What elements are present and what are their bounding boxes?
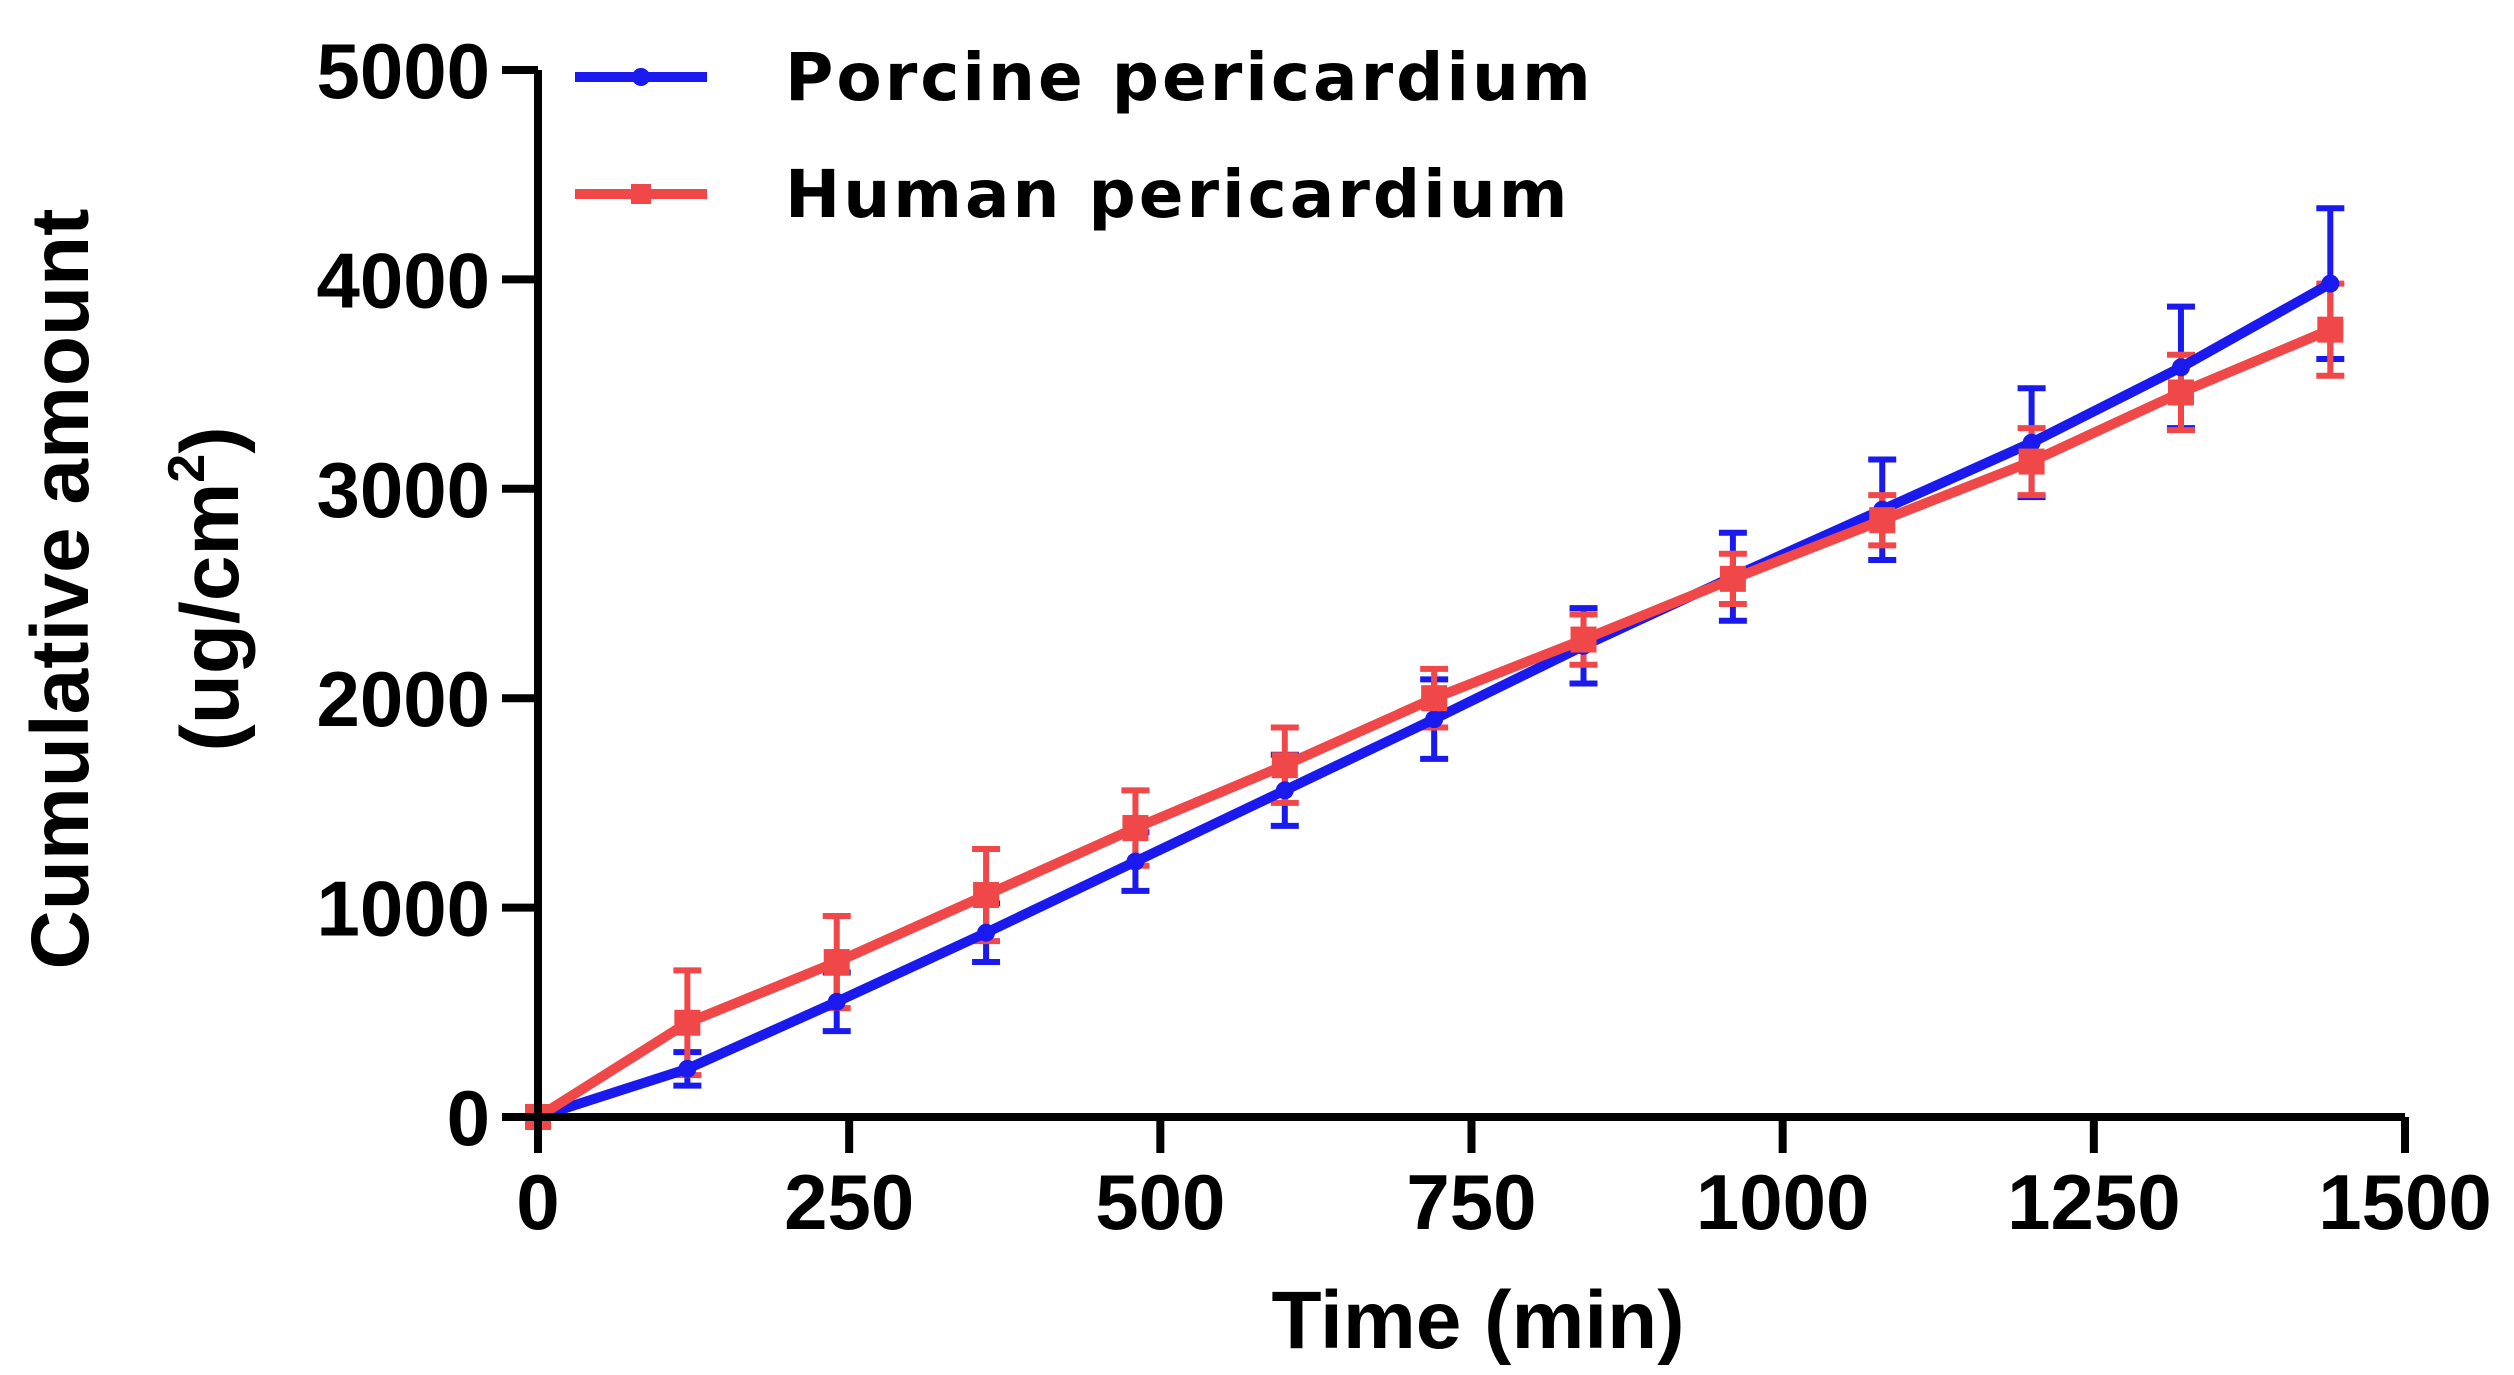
legend-item-human: Human pericardium xyxy=(575,156,1571,233)
x-axis-title: Time (min) xyxy=(1271,1275,1684,1366)
point-porcine-pericardium-1200 xyxy=(2022,433,2041,452)
point-porcine-pericardium-360 xyxy=(977,923,996,942)
legend-marker-human xyxy=(631,184,651,204)
point-human-pericardium-600 xyxy=(1271,752,1298,779)
point-porcine-pericardium-120 xyxy=(678,1059,697,1078)
point-human-pericardium-1200 xyxy=(2018,448,2045,475)
point-human-pericardium-720 xyxy=(1421,685,1448,712)
point-human-pericardium-1440 xyxy=(2317,316,2344,343)
y-tick-label-3000: 3000 xyxy=(316,446,490,534)
y-axis-title-close: ) xyxy=(165,426,256,453)
x-tick-label-500: 500 xyxy=(1095,1158,1225,1246)
point-human-pericardium-960 xyxy=(1719,565,1746,592)
point-porcine-pericardium-600 xyxy=(1275,781,1294,800)
y-axis-title-line2: (ug/cm2) xyxy=(158,426,256,751)
x-tick-label-250: 250 xyxy=(784,1158,914,1246)
ticks-layer: 0 1000 2000 3000 4000 5000 0 250 500 750 1000 1250 1… xyxy=(316,27,2491,1246)
x-tick-label-0: 0 xyxy=(516,1158,559,1246)
point-human-pericardium-120 xyxy=(674,1009,701,1036)
point-porcine-pericardium-720 xyxy=(1425,710,1444,729)
error-bars-layer xyxy=(673,205,2345,1089)
y-tick-label-4000: 4000 xyxy=(316,236,490,324)
point-porcine-pericardium-1320 xyxy=(2171,358,2190,377)
y-axis-title: Cumulative amount (ug/cm2) xyxy=(15,209,256,970)
y-axis-title-superscript: 2 xyxy=(158,454,216,483)
markers-layer xyxy=(525,274,2344,1130)
point-human-pericardium-840 xyxy=(1570,626,1597,653)
legend: Porcine pericardium Human pericardium xyxy=(575,39,1594,233)
legend-label-human: Human pericardium xyxy=(785,156,1571,233)
point-porcine-pericardium-1440 xyxy=(2321,274,2340,293)
point-human-pericardium-360 xyxy=(973,882,1000,909)
point-human-pericardium-480 xyxy=(1122,815,1149,842)
y-tick-label-5000: 5000 xyxy=(316,27,490,115)
x-tick-label-1500: 1500 xyxy=(2318,1158,2492,1246)
x-tick-label-1250: 1250 xyxy=(2007,1158,2181,1246)
legend-item-porcine: Porcine pericardium xyxy=(575,39,1594,116)
x-tick-label-1000: 1000 xyxy=(1696,1158,1870,1246)
point-human-pericardium-1320 xyxy=(2167,379,2194,406)
point-human-pericardium-240 xyxy=(823,949,850,976)
y-axis-title-line1: Cumulative amount xyxy=(15,209,106,970)
y-tick-label-2000: 2000 xyxy=(316,655,490,743)
y-axis-title-unit: (ug/cm xyxy=(165,483,256,752)
x-tick-label-750: 750 xyxy=(1406,1158,1536,1246)
point-porcine-pericardium-480 xyxy=(1126,852,1145,871)
point-human-pericardium-1080 xyxy=(1869,507,1896,534)
legend-label-porcine: Porcine pericardium xyxy=(785,39,1594,116)
point-porcine-pericardium-240 xyxy=(827,992,846,1011)
legend-marker-porcine xyxy=(632,68,650,86)
y-tick-label-0: 0 xyxy=(447,1074,490,1162)
y-tick-label-1000: 1000 xyxy=(316,865,490,953)
